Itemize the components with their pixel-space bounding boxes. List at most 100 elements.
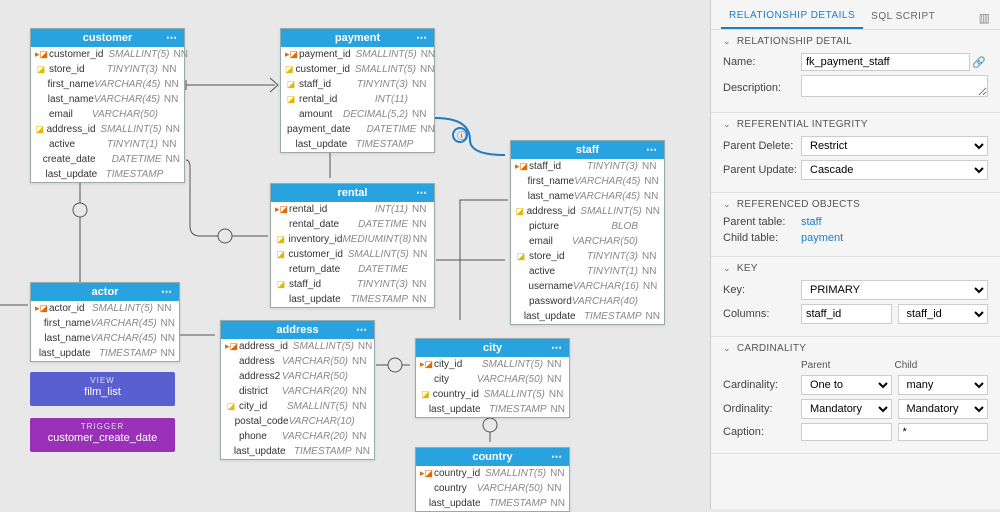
table-row[interactable]: ▸◪payment_idSMALLINT(5)NN bbox=[281, 47, 434, 62]
table-row[interactable]: ◪address_idSMALLINT(5)NN bbox=[31, 122, 184, 137]
table-row[interactable]: activeTINYINT(1)NN bbox=[31, 137, 184, 152]
table-row[interactable]: ◪staff_idTINYINT(3)NN bbox=[271, 277, 434, 292]
entity-header[interactable]: actor⋯ bbox=[31, 283, 179, 301]
table-row[interactable]: last_updateTIMESTAMPNN bbox=[416, 402, 569, 417]
table-row[interactable]: last_updateTIMESTAMP bbox=[281, 137, 434, 152]
table-row[interactable]: ▸◪address_idSMALLINT(5)NN bbox=[221, 339, 374, 354]
table-row[interactable]: ◪city_idSMALLINT(5)NN bbox=[221, 399, 374, 414]
table-row[interactable]: phoneVARCHAR(20)NN bbox=[221, 429, 374, 444]
table-row[interactable]: last_updateTIMESTAMPNN bbox=[221, 444, 374, 459]
table-row[interactable]: address2VARCHAR(50) bbox=[221, 369, 374, 384]
more-icon[interactable]: ⋯ bbox=[646, 143, 658, 156]
more-icon[interactable]: ⋯ bbox=[551, 341, 563, 354]
table-row[interactable]: ◪rental_idINT(11) bbox=[281, 92, 434, 107]
table-row[interactable]: ▸◪customer_idSMALLINT(5)NN bbox=[31, 47, 184, 62]
key-select[interactable]: PRIMARY bbox=[801, 280, 988, 300]
table-row[interactable]: ◪address_idSMALLINT(5)NN bbox=[511, 204, 664, 219]
table-row[interactable]: ◪customer_idSMALLINT(5)NN bbox=[281, 62, 434, 77]
columns-child-select[interactable]: staff_id bbox=[898, 304, 989, 324]
table-row[interactable]: payment_dateDATETIMENN bbox=[281, 122, 434, 137]
table-row[interactable]: emailVARCHAR(50) bbox=[31, 107, 184, 122]
link-icon[interactable]: 🔗 bbox=[970, 56, 988, 69]
entity-actor[interactable]: actor⋯▸◪actor_idSMALLINT(5)NNfirst_nameV… bbox=[30, 282, 180, 362]
view-block-film-list[interactable]: VIEW film_list bbox=[30, 372, 175, 406]
table-row[interactable]: return_dateDATETIME bbox=[271, 262, 434, 277]
section-header-detail[interactable]: ⌄ RELATIONSHIP DETAIL bbox=[723, 36, 988, 47]
description-input[interactable] bbox=[801, 75, 988, 97]
table-row[interactable]: cityVARCHAR(50)NN bbox=[416, 372, 569, 387]
entity-header[interactable]: payment⋯ bbox=[281, 29, 434, 47]
more-icon[interactable]: ⋯ bbox=[416, 31, 428, 44]
entity-header[interactable]: rental⋯ bbox=[271, 184, 434, 202]
section-header-ro[interactable]: ⌄ REFERENCED OBJECTS bbox=[723, 199, 988, 210]
trigger-block-customer-create-date[interactable]: TRIGGER customer_create_date bbox=[30, 418, 175, 452]
table-row[interactable]: first_nameVARCHAR(45)NN bbox=[31, 316, 179, 331]
entity-header[interactable]: customer⋯ bbox=[31, 29, 184, 47]
table-row[interactable]: ▸◪actor_idSMALLINT(5)NN bbox=[31, 301, 179, 316]
caption-parent-input[interactable] bbox=[801, 423, 892, 441]
table-row[interactable]: rental_dateDATETIMENN bbox=[271, 217, 434, 232]
erd-canvas[interactable]: ⓘ customer⋯▸◪customer_idSMALLINT(5)NN◪st… bbox=[0, 0, 710, 509]
table-row[interactable]: ▸◪staff_idTINYINT(3)NN bbox=[511, 159, 664, 174]
entity-header[interactable]: country⋯ bbox=[416, 448, 569, 466]
table-row[interactable]: usernameVARCHAR(16)NN bbox=[511, 279, 664, 294]
tab-sql-script[interactable]: SQL SCRIPT bbox=[863, 7, 943, 28]
name-input[interactable] bbox=[801, 53, 970, 71]
section-header-key[interactable]: ⌄ KEY bbox=[723, 263, 988, 274]
entity-rental[interactable]: rental⋯▸◪rental_idINT(11)NNrental_dateDA… bbox=[270, 183, 435, 308]
table-row[interactable]: ▸◪country_idSMALLINT(5)NN bbox=[416, 466, 569, 481]
table-row[interactable]: last_updateTIMESTAMPNN bbox=[31, 346, 179, 361]
table-row[interactable]: first_nameVARCHAR(45)NN bbox=[511, 174, 664, 189]
table-row[interactable]: ◪inventory_idMEDIUMINT(8)NN bbox=[271, 232, 434, 247]
more-icon[interactable]: ⋯ bbox=[166, 31, 178, 44]
columns-icon[interactable]: ▥ bbox=[979, 11, 990, 25]
section-header-card[interactable]: ⌄ CARDINALITY bbox=[723, 343, 988, 354]
table-row[interactable]: last_nameVARCHAR(45)NN bbox=[31, 331, 179, 346]
ordinality-parent-select[interactable]: Mandatory bbox=[801, 399, 892, 419]
entity-payment[interactable]: payment⋯▸◪payment_idSMALLINT(5)NN◪custom… bbox=[280, 28, 435, 153]
table-row[interactable]: create_dateDATETIMENN bbox=[31, 152, 184, 167]
table-row[interactable]: ◪country_idSMALLINT(5)NN bbox=[416, 387, 569, 402]
table-row[interactable]: postal_codeVARCHAR(10) bbox=[221, 414, 374, 429]
entity-address[interactable]: address⋯▸◪address_idSMALLINT(5)NNaddress… bbox=[220, 320, 375, 460]
table-row[interactable]: last_updateTIMESTAMP bbox=[31, 167, 184, 182]
table-row[interactable]: ◪customer_idSMALLINT(5)NN bbox=[271, 247, 434, 262]
table-row[interactable]: districtVARCHAR(20)NN bbox=[221, 384, 374, 399]
child-table-link[interactable]: payment bbox=[801, 232, 988, 244]
table-row[interactable]: first_nameVARCHAR(45)NN bbox=[31, 77, 184, 92]
more-icon[interactable]: ⋯ bbox=[416, 186, 428, 199]
table-row[interactable]: addressVARCHAR(50)NN bbox=[221, 354, 374, 369]
more-icon[interactable]: ⋯ bbox=[161, 285, 173, 298]
table-row[interactable]: pictureBLOB bbox=[511, 219, 664, 234]
table-row[interactable]: amountDECIMAL(5,2)NN bbox=[281, 107, 434, 122]
table-row[interactable]: last_nameVARCHAR(45)NN bbox=[511, 189, 664, 204]
entity-country[interactable]: country⋯▸◪country_idSMALLINT(5)NNcountry… bbox=[415, 447, 570, 512]
parent-delete-select[interactable]: Restrict bbox=[801, 136, 988, 156]
caption-child-input[interactable] bbox=[898, 423, 989, 441]
table-row[interactable]: last_updateTIMESTAMPNN bbox=[271, 292, 434, 307]
entity-city[interactable]: city⋯▸◪city_idSMALLINT(5)NNcityVARCHAR(5… bbox=[415, 338, 570, 418]
table-row[interactable]: ◪staff_idTINYINT(3)NN bbox=[281, 77, 434, 92]
entity-header[interactable]: staff⋯ bbox=[511, 141, 664, 159]
parent-update-select[interactable]: Cascade bbox=[801, 160, 988, 180]
tab-relationship-details[interactable]: RELATIONSHIP DETAILS bbox=[721, 6, 863, 29]
more-icon[interactable]: ⋯ bbox=[551, 450, 563, 463]
table-row[interactable]: countryVARCHAR(50)NN bbox=[416, 481, 569, 496]
table-row[interactable]: ◪store_idTINYINT(3)NN bbox=[31, 62, 184, 77]
table-row[interactable]: passwordVARCHAR(40) bbox=[511, 294, 664, 309]
columns-parent-input[interactable] bbox=[801, 304, 892, 324]
ordinality-child-select[interactable]: Mandatory bbox=[898, 399, 989, 419]
parent-table-link[interactable]: staff bbox=[801, 216, 988, 228]
section-header-ri[interactable]: ⌄ REFERENTIAL INTEGRITY bbox=[723, 119, 988, 130]
table-row[interactable]: last_nameVARCHAR(45)NN bbox=[31, 92, 184, 107]
entity-header[interactable]: city⋯ bbox=[416, 339, 569, 357]
table-row[interactable]: activeTINYINT(1)NN bbox=[511, 264, 664, 279]
table-row[interactable]: ▸◪rental_idINT(11)NN bbox=[271, 202, 434, 217]
table-row[interactable]: emailVARCHAR(50) bbox=[511, 234, 664, 249]
table-row[interactable]: last_updateTIMESTAMPNN bbox=[511, 309, 664, 324]
entity-staff[interactable]: staff⋯▸◪staff_idTINYINT(3)NNfirst_nameVA… bbox=[510, 140, 665, 325]
cardinality-child-select[interactable]: many bbox=[898, 375, 989, 395]
entity-header[interactable]: address⋯ bbox=[221, 321, 374, 339]
table-row[interactable]: ▸◪city_idSMALLINT(5)NN bbox=[416, 357, 569, 372]
more-icon[interactable]: ⋯ bbox=[356, 323, 368, 336]
